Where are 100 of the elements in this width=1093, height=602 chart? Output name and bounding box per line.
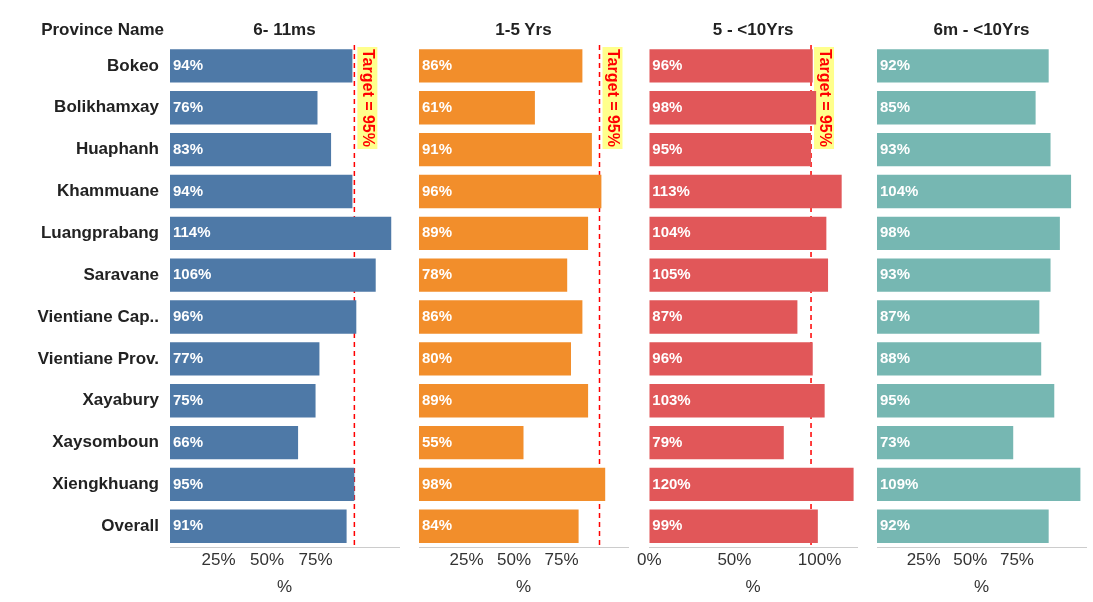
data-label: 98% bbox=[880, 223, 911, 241]
bar bbox=[170, 509, 347, 543]
x-tick-label: 25% bbox=[201, 550, 236, 570]
bar bbox=[877, 300, 1040, 334]
bar bbox=[419, 258, 568, 292]
bar bbox=[170, 132, 332, 167]
bar bbox=[877, 425, 1014, 460]
data-label: 91% bbox=[422, 139, 453, 157]
data-label: 114% bbox=[173, 223, 211, 241]
bar bbox=[877, 91, 1036, 125]
data-label: 95% bbox=[173, 474, 204, 492]
bar bbox=[419, 49, 583, 83]
bar bbox=[649, 384, 825, 418]
bar bbox=[649, 174, 842, 209]
bar bbox=[877, 132, 1051, 167]
bar bbox=[419, 91, 535, 125]
bar bbox=[419, 425, 524, 460]
data-label: 76% bbox=[173, 97, 204, 115]
x-tick-label: 75% bbox=[544, 550, 579, 570]
bar bbox=[877, 384, 1055, 418]
data-label: 113% bbox=[652, 181, 690, 199]
data-label: 92% bbox=[880, 56, 911, 74]
data-label: 93% bbox=[880, 265, 911, 283]
data-label: 96% bbox=[652, 56, 683, 74]
bar bbox=[649, 300, 798, 334]
ref-line-label: Target = 95% bbox=[359, 49, 377, 147]
data-label: 120% bbox=[652, 474, 691, 492]
bar bbox=[170, 425, 299, 460]
data-label: 84% bbox=[422, 516, 453, 534]
chart-title: 6m - <10Yrs bbox=[933, 19, 1030, 39]
bar bbox=[877, 509, 1049, 543]
bar bbox=[877, 258, 1051, 292]
bar bbox=[170, 300, 357, 334]
x-tick-label: 0% bbox=[637, 550, 662, 570]
x-tick-label: 50% bbox=[953, 550, 988, 570]
data-label: 96% bbox=[422, 181, 453, 199]
data-label: 78% bbox=[422, 265, 453, 283]
data-label: 86% bbox=[422, 56, 453, 74]
bar bbox=[170, 384, 316, 418]
data-label: 94% bbox=[173, 181, 204, 199]
x-tick-label: 25% bbox=[906, 550, 941, 570]
data-label: 66% bbox=[173, 432, 204, 450]
bar bbox=[419, 132, 592, 167]
data-label: 95% bbox=[652, 139, 683, 157]
data-label: 89% bbox=[422, 390, 453, 408]
data-label: 88% bbox=[880, 349, 911, 367]
bar bbox=[170, 342, 320, 376]
bar bbox=[419, 300, 583, 334]
bar bbox=[649, 216, 827, 251]
data-label: 79% bbox=[652, 432, 683, 450]
bar bbox=[649, 258, 829, 292]
x-axis-title: % bbox=[973, 577, 990, 597]
bar bbox=[170, 49, 353, 83]
ref-line-label: Target = 95% bbox=[605, 49, 623, 147]
chart-title: 5 - <10Yrs bbox=[712, 19, 794, 39]
x-tick-label: 75% bbox=[999, 550, 1034, 570]
bar bbox=[419, 174, 602, 209]
bar bbox=[877, 216, 1060, 251]
x-tick-label: 50% bbox=[717, 550, 752, 570]
data-label: 80% bbox=[422, 349, 453, 367]
bar bbox=[649, 425, 784, 460]
bar bbox=[649, 509, 818, 543]
y-axis-title: Province Name bbox=[41, 19, 164, 39]
y-tick-label: Overall bbox=[101, 515, 159, 535]
data-label: 109% bbox=[880, 474, 919, 492]
data-label: 93% bbox=[880, 139, 911, 157]
bar bbox=[419, 216, 589, 251]
y-tick-label: Xiengkhuang bbox=[52, 474, 159, 494]
bar bbox=[419, 467, 606, 502]
bar bbox=[170, 91, 318, 125]
data-label: 98% bbox=[422, 474, 453, 492]
y-tick-label: Bokeo bbox=[107, 55, 159, 75]
y-tick-label: Vientiane Prov. bbox=[37, 348, 159, 368]
bar bbox=[170, 258, 376, 292]
x-tick-label: 50% bbox=[496, 550, 532, 570]
y-tick-label: Bolikhamxay bbox=[54, 97, 160, 117]
chart-title: 1-5 Yrs bbox=[495, 19, 552, 39]
data-label: 86% bbox=[422, 307, 453, 325]
x-tick-label: 100% bbox=[797, 550, 842, 570]
data-label: 61% bbox=[422, 97, 453, 115]
bar bbox=[649, 132, 812, 167]
x-tick-label: 75% bbox=[298, 550, 333, 570]
y-tick-label: Vientiane Cap.. bbox=[37, 306, 159, 326]
x-tick-label: 50% bbox=[250, 550, 285, 570]
data-label: 87% bbox=[652, 307, 683, 325]
bar bbox=[877, 342, 1042, 376]
data-label: 104% bbox=[880, 181, 919, 199]
bar bbox=[170, 216, 392, 251]
data-label: 55% bbox=[422, 432, 453, 450]
data-label: 98% bbox=[652, 97, 683, 115]
data-label: 103% bbox=[652, 390, 691, 408]
bar bbox=[877, 49, 1049, 83]
data-label: 96% bbox=[173, 307, 204, 325]
x-axis-title: % bbox=[745, 577, 761, 597]
bar bbox=[419, 509, 579, 543]
x-axis-title: % bbox=[276, 577, 293, 597]
y-tick-label: Saravane bbox=[83, 264, 159, 284]
data-label: 106% bbox=[173, 265, 212, 283]
bar bbox=[170, 467, 355, 502]
data-label: 92% bbox=[880, 516, 911, 534]
